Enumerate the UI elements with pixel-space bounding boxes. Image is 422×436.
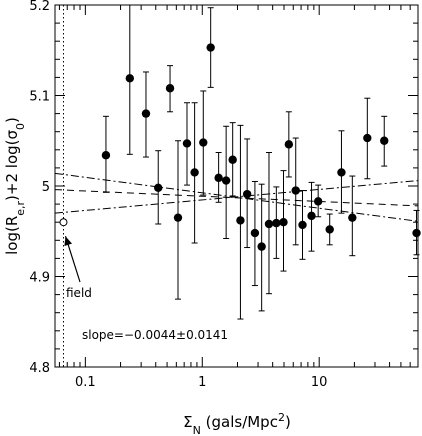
data-point: [236, 216, 245, 225]
x-title-sub: N: [193, 424, 201, 436]
data-point: [101, 151, 111, 160]
data-points: [101, 43, 421, 251]
data-point: [325, 225, 334, 234]
data-point: [307, 211, 316, 221]
data-point: [257, 242, 266, 251]
field-marker: [59, 218, 68, 227]
y-title-sub1: e,r: [14, 200, 27, 215]
y-title-part2: )+2 log(σ: [3, 129, 21, 200]
y-tick-label: 4.8: [29, 361, 50, 376]
data-point: [182, 139, 192, 148]
x-title-text: (gals/Mpc: [201, 413, 278, 431]
field-label: field: [66, 286, 92, 300]
x-tick-label: 1: [198, 375, 206, 390]
y-axis-title: log(Re,r)+2 log(σ0): [3, 117, 27, 255]
data-point: [279, 218, 288, 227]
data-point: [206, 43, 215, 52]
data-point: [380, 136, 389, 145]
data-point: [221, 176, 231, 185]
data-point: [272, 218, 281, 228]
y-title-sub2: 0: [14, 123, 27, 130]
x-title-close: ): [285, 413, 291, 431]
data-point: [284, 140, 294, 149]
axis-ticks: [55, 4, 419, 368]
y-title-part1: log(R: [3, 216, 21, 255]
x-title-base: Σ: [183, 413, 192, 431]
y-tick-label: 5: [42, 180, 50, 195]
data-point: [228, 155, 237, 164]
data-point: [313, 197, 323, 206]
data-point: [264, 219, 274, 229]
x-title-sup: 2: [278, 411, 285, 424]
y-tick-label: 5.1: [29, 90, 50, 105]
tick-labels: 0.1 1 10 4.8 4.9 5 5.1 5.2: [29, 0, 327, 390]
fit-lines: [54, 172, 419, 222]
x-tick-label: 10: [311, 375, 328, 390]
data-point: [412, 228, 421, 238]
data-point: [173, 213, 183, 222]
y-title-part3: ): [3, 117, 21, 123]
x-tick-label: 0.1: [75, 375, 96, 390]
data-point: [348, 213, 357, 222]
data-point: [214, 173, 223, 183]
y-tick-label: 4.9: [29, 271, 50, 286]
data-point: [337, 168, 346, 177]
data-point: [291, 186, 300, 195]
field-arrow-head: [64, 236, 73, 246]
data-point: [190, 168, 199, 177]
field-point: [59, 218, 68, 227]
data-point: [298, 220, 307, 230]
data-point: [125, 74, 135, 83]
data-point: [199, 138, 208, 147]
y-tick-label: 5.2: [29, 0, 50, 14]
fit-line-dashdot: [54, 172, 419, 222]
x-axis-title: ΣN (gals/Mpc2): [183, 411, 291, 436]
slope-label: slope=−0.0044±0.0141: [82, 328, 228, 342]
data-point: [242, 189, 252, 199]
data-point: [363, 133, 372, 143]
data-point: [141, 109, 151, 118]
data-point: [250, 228, 260, 238]
data-point: [165, 84, 175, 93]
data-point: [154, 183, 163, 193]
